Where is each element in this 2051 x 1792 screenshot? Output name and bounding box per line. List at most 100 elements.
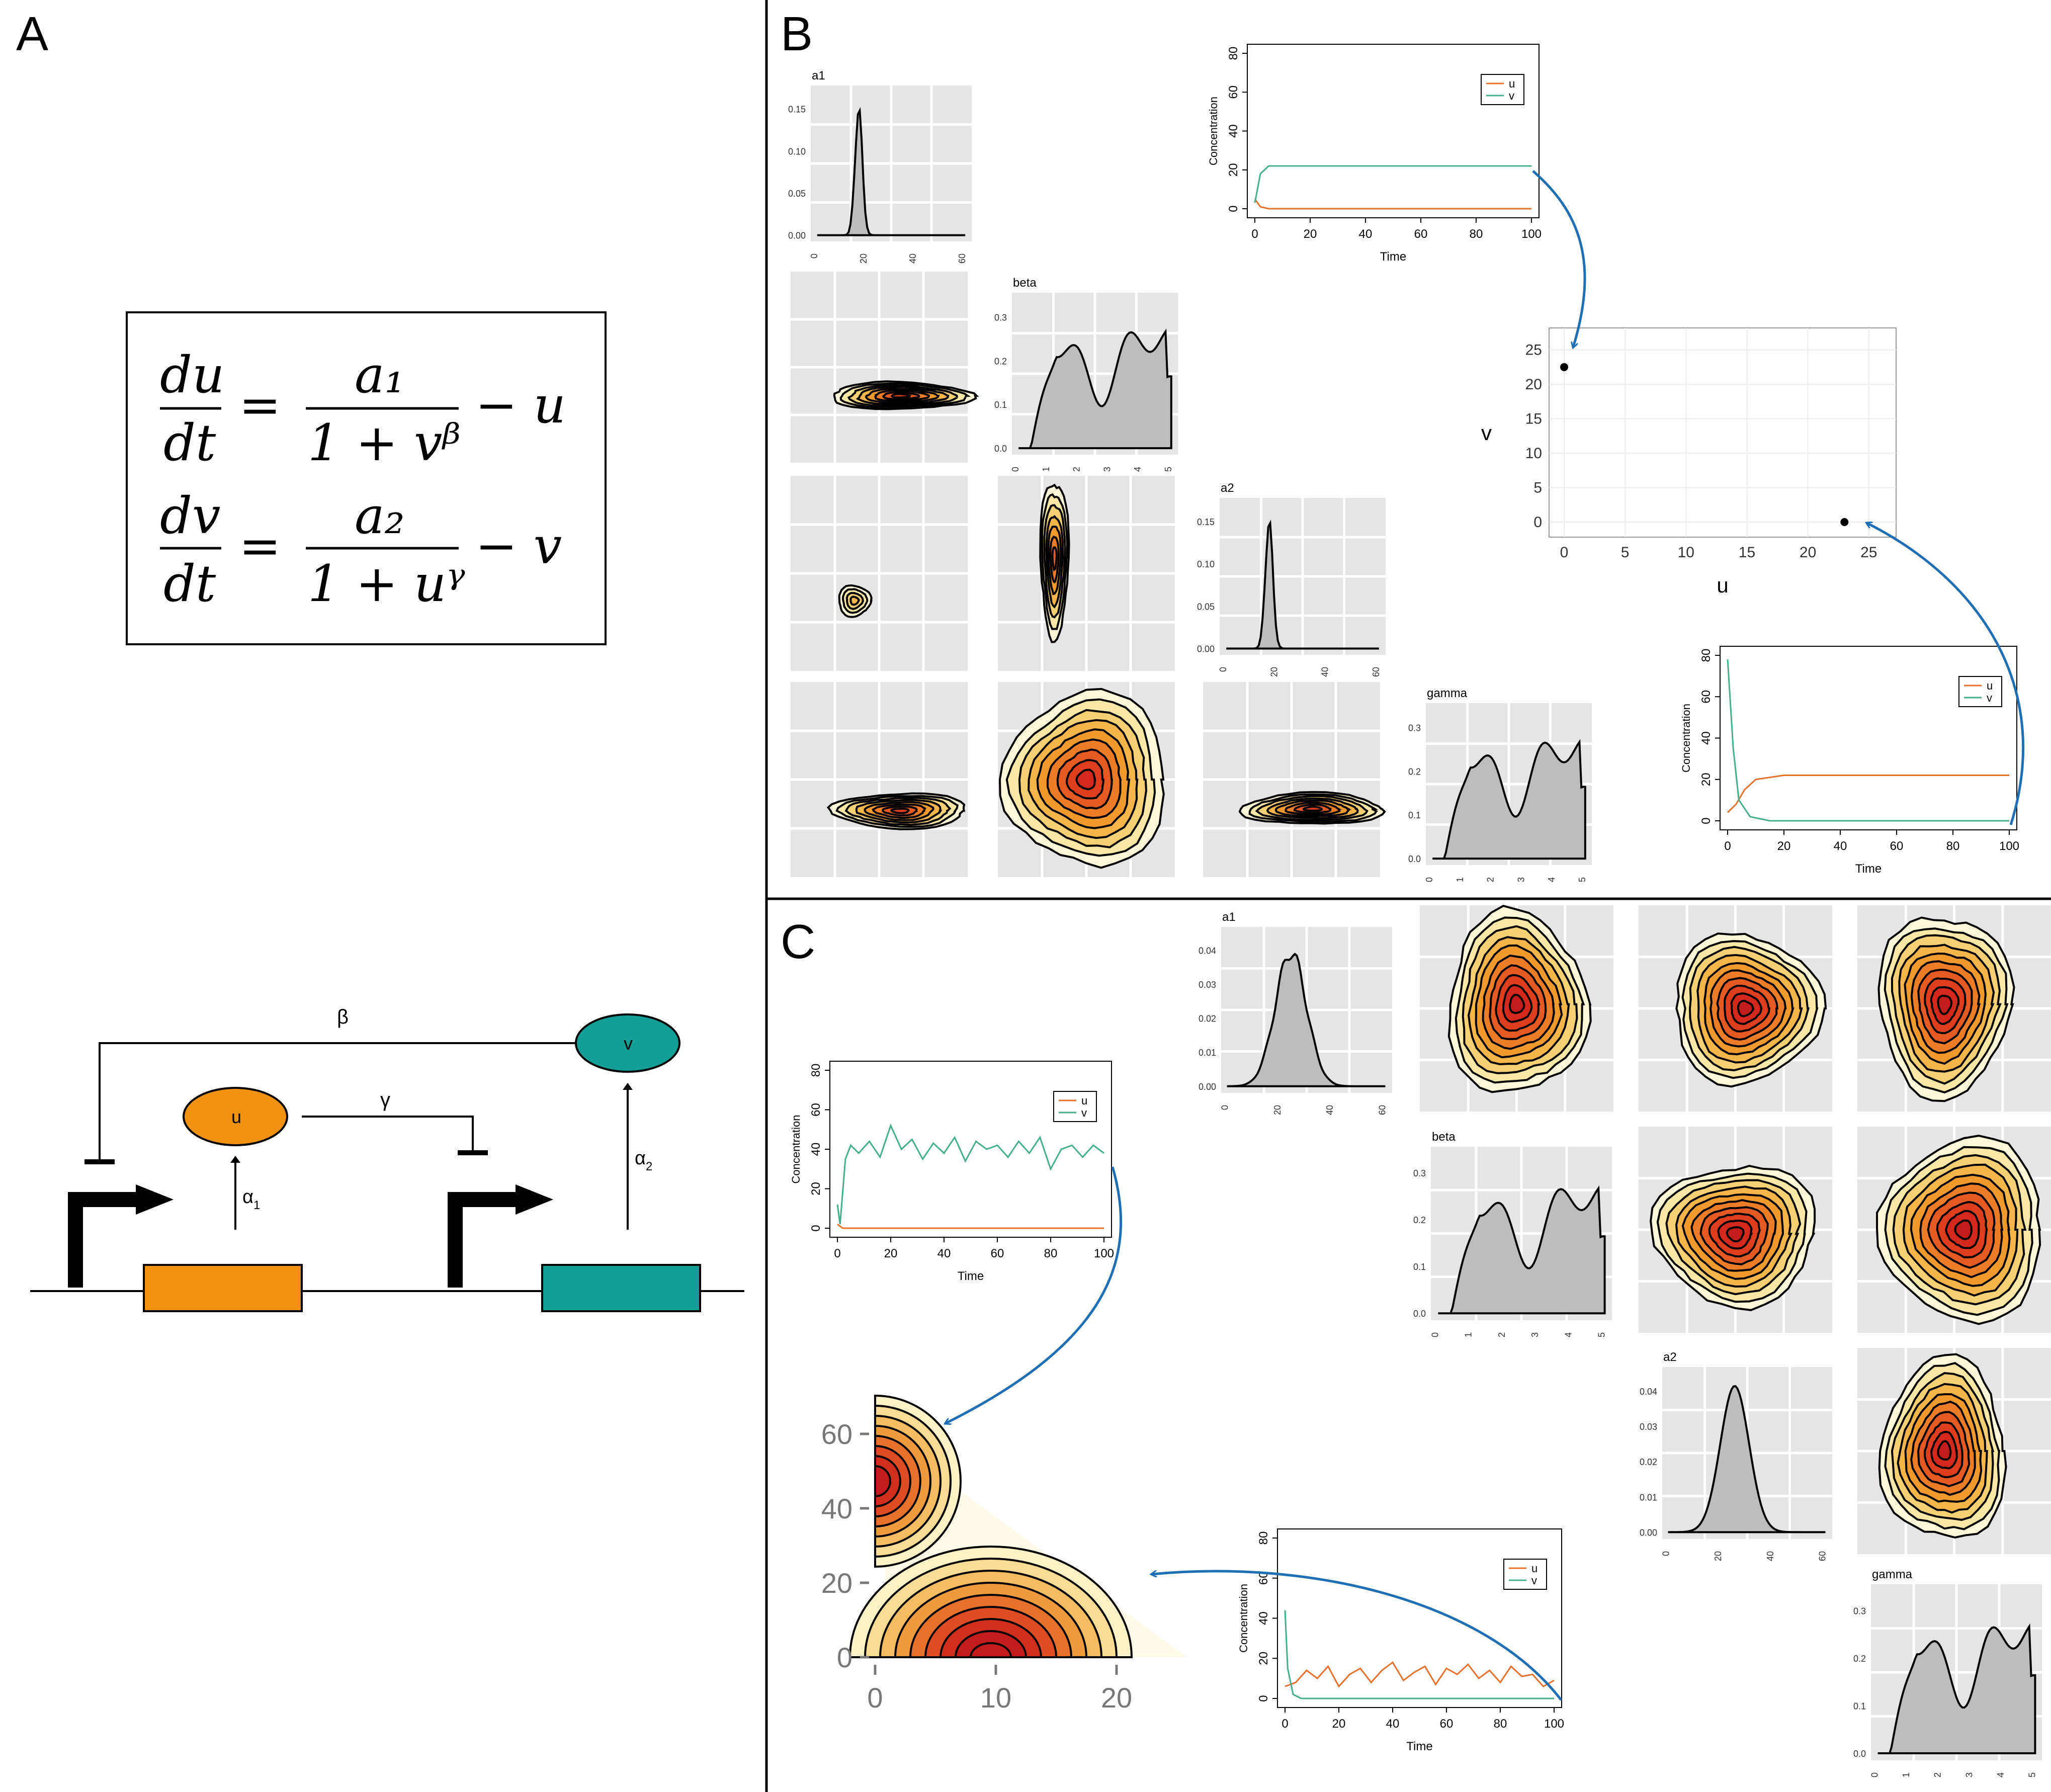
- eq1-a1: a₁: [355, 346, 405, 404]
- c-density-a2-ytick: 0.01: [1640, 1492, 1657, 1502]
- b-density-a2-xtick: 60: [1371, 667, 1381, 677]
- b-density-a1-xtick: 20: [859, 253, 869, 264]
- eq2-denominator: 1 + uᵞ: [308, 554, 465, 613]
- eq1-equals: =: [239, 376, 281, 435]
- c-timeseries-top-legend: [1053, 1091, 1097, 1122]
- c-timeseries-top-ytick: 80: [809, 1064, 823, 1077]
- b-timeseries-top-xtick: 40: [1359, 227, 1373, 241]
- b-density-gamma-ytick: 0.0: [1408, 854, 1421, 864]
- c-density-beta-xtick: 5: [1597, 1332, 1607, 1337]
- b-density-gamma-xtick: 5: [1577, 877, 1587, 882]
- b-timeseries-top-series-u: [1254, 198, 1531, 210]
- b-density-gamma-xtick: 3: [1516, 877, 1526, 882]
- c-timeseries-bottom-xlabel: Time: [1406, 1740, 1432, 1753]
- b-density-a1-ytick: 0.10: [788, 146, 806, 156]
- b-phase-ytick: 25: [1525, 342, 1542, 359]
- c-timeseries-top-legend-label: v: [1081, 1106, 1087, 1119]
- eq2-dt: dt: [163, 554, 216, 613]
- connector-arrow-4: [1152, 1570, 1562, 1701]
- c-timeseries-top-frame: [829, 1061, 1112, 1238]
- b-timeseries-bottom-legend-label: v: [1987, 692, 1992, 704]
- c-timeseries-bottom-ytick: 40: [1257, 1611, 1270, 1625]
- panel-label-c: C: [781, 915, 815, 969]
- c-zoom-xtick: 10: [980, 1682, 1011, 1714]
- c-timeseries-top-xtick: 20: [884, 1247, 898, 1260]
- beta-label: β: [337, 1006, 349, 1028]
- c-timeseries-top-ytick: 40: [809, 1143, 823, 1156]
- b-timeseries-top-ytick: 0: [1227, 205, 1240, 212]
- c-contour-2-3-level: [1726, 1226, 1745, 1243]
- c-density-a2-xtick: 20: [1713, 1551, 1723, 1561]
- c-density-a2-curve: [1668, 1385, 1826, 1533]
- c-timeseries-top-series-u: [837, 1223, 1104, 1229]
- b-density-a2-ytick: 0.10: [1197, 559, 1215, 569]
- b-timeseries-bottom-ytick: 80: [1699, 649, 1713, 662]
- c-density-beta-xtick: 1: [1464, 1332, 1474, 1337]
- c-zoom-upper-level: [874, 1465, 891, 1498]
- b-density-a1-curve: [817, 107, 966, 236]
- b-density-beta-xtick: 2: [1072, 467, 1082, 472]
- c-density-a1-ytick: 0.04: [1199, 946, 1216, 956]
- c-density-beta-ytick: 0.0: [1413, 1309, 1426, 1319]
- b-timeseries-top-ytick: 40: [1227, 124, 1240, 138]
- c-timeseries-top-ylabel: Concentration: [790, 1115, 802, 1184]
- c-density-gamma-xtick: 1: [1901, 1772, 1911, 1777]
- c-density-gamma-xtick: 5: [2027, 1772, 2037, 1777]
- b-timeseries-bottom-xtick: 80: [1946, 839, 1960, 853]
- c-contour-1-4-level: [1937, 994, 1953, 1015]
- b-phase-ytick: 10: [1525, 445, 1542, 462]
- b-density-gamma-ytick: 0.3: [1408, 723, 1421, 733]
- eq2-equals: =: [239, 517, 281, 575]
- c-density-beta-xtick: 0: [1430, 1332, 1440, 1337]
- c-density-gamma-xtick: 0: [1870, 1772, 1880, 1777]
- promoter-v-icon: [448, 1192, 518, 1288]
- b-timeseries-bottom-xtick: 0: [1724, 839, 1731, 853]
- b-density-gamma-curve: [1432, 739, 1586, 860]
- c-density-gamma-ytick: 0.2: [1853, 1654, 1866, 1664]
- c-density-a1-ytick: 0.01: [1199, 1048, 1216, 1058]
- c-density-a1-curve: [1227, 953, 1386, 1087]
- b-density-gamma-xtick: 1: [1455, 877, 1465, 882]
- c-timeseries-bottom-frame: [1277, 1528, 1562, 1708]
- node-v-label: v: [624, 1033, 633, 1054]
- c-zoom-ytick: 40: [821, 1493, 852, 1524]
- c-timeseries-bottom-xtick: 40: [1386, 1717, 1400, 1731]
- c-density-a1-ytick: 0.02: [1199, 1014, 1216, 1024]
- c-density-beta-title: beta: [1432, 1130, 1456, 1144]
- b-phase-xtick: 20: [1800, 544, 1816, 561]
- c-density-a1-xtick: 40: [1325, 1105, 1335, 1115]
- c-timeseries-top-ytick: 60: [809, 1103, 823, 1117]
- c-density-a2-ytick: 0.03: [1640, 1422, 1657, 1432]
- panel-label-a: A: [16, 7, 48, 61]
- c-timeseries-top-ytick: 20: [809, 1182, 823, 1196]
- repression-gamma-edge: [302, 1116, 474, 1152]
- c-timeseries-bottom-xtick: 0: [1281, 1717, 1288, 1731]
- b-phase-xlabel: u: [1717, 573, 1728, 597]
- c-contour-3-4-level: [1937, 1440, 1952, 1461]
- b-timeseries-bottom-series-v: [1727, 659, 2009, 822]
- panel-c-plots: a10.000.010.020.030.040 20 40 60beta0.00.10…: [790, 904, 2051, 1777]
- b-phase-xtick: 0: [1560, 544, 1569, 561]
- b-contour-a1-gamma-level: [890, 807, 910, 814]
- c-contour-2-4-level: [1954, 1219, 1973, 1240]
- b-density-a1-xtick: 40: [908, 253, 918, 264]
- c-density-a2-title: a2: [1663, 1350, 1677, 1364]
- c-timeseries-top-legend-label: u: [1081, 1094, 1087, 1107]
- b-timeseries-bottom-ytick: 60: [1699, 690, 1713, 704]
- b-density-a1-ytick: 0.00: [788, 231, 806, 241]
- connector-arrow-3: [946, 1166, 1123, 1423]
- promoter-u-icon: [68, 1192, 138, 1288]
- eq1-denominator: 1 + vᵝ: [308, 413, 461, 472]
- c-density-a2-ytick: 0.00: [1640, 1527, 1657, 1538]
- c-density-beta-curve: [1438, 1185, 1606, 1315]
- b-density-beta-xtick: 1: [1041, 467, 1051, 472]
- b-density-a2-title: a2: [1221, 481, 1234, 495]
- c-density-gamma-ytick: 0.0: [1853, 1749, 1866, 1759]
- connector-arrows: [946, 170, 2025, 1701]
- b-timeseries-bottom-ytick: 0: [1699, 817, 1713, 824]
- gamma-label: γ: [380, 1089, 390, 1111]
- b-density-a2-ytick: 0.15: [1197, 517, 1215, 527]
- c-timeseries-bottom-xtick: 60: [1440, 1717, 1454, 1731]
- gene-u: [143, 1264, 303, 1312]
- c-density-gamma-xtick: 4: [1996, 1772, 2006, 1777]
